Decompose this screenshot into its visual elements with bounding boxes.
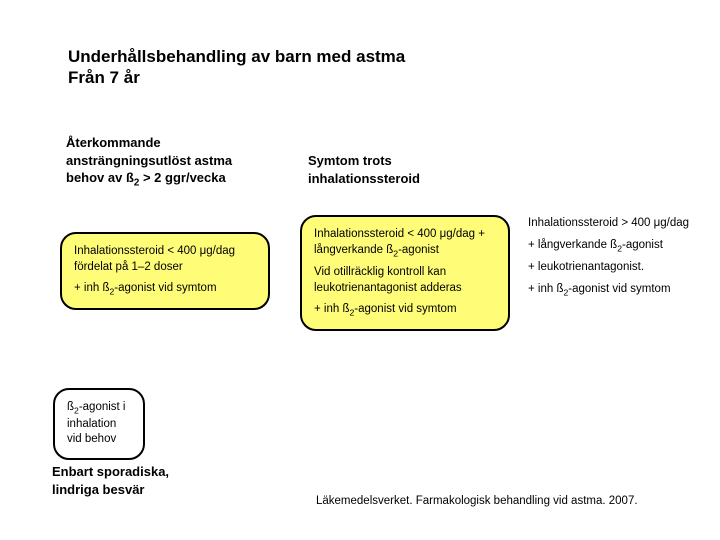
page-title: Underhållsbehandling av barn med astma F… — [68, 46, 405, 89]
box-step2-add-laba: Inhalationssteroid < 400 μg/dag + långve… — [300, 215, 510, 331]
heading-sporadic-mild: Enbart sporadiska, lindriga besvär — [52, 463, 169, 498]
box-line: Inhalationssteroid > 400 μg/dag — [528, 216, 698, 232]
box-line: + långverkande ß2-agonist — [528, 238, 698, 255]
box-step1-low-dose: Inhalationssteroid < 400 μg/dag fördelat… — [60, 232, 270, 310]
box-line: + inh ß2-agonist vid symtom — [314, 302, 496, 319]
heading-symptoms-despite-steroid: Symtom trots inhalationssteroid — [308, 152, 420, 187]
citation: Läkemedelsverket. Farmakologisk behandli… — [316, 495, 638, 507]
box-line: Vid otillräcklig kontroll kan leukotrien… — [314, 265, 496, 296]
box-line: Inhalationssteroid < 400 μg/dag + långve… — [314, 227, 496, 259]
box-reliever-only: ß2-agonist i inhalation vid behov — [53, 388, 145, 460]
free-step3-high-dose: Inhalationssteroid > 400 μg/dag + långver… — [528, 216, 698, 299]
heading-recurrent-asthma: Återkommande ansträngningsutlöst astma b… — [66, 134, 232, 190]
box-line: + leukotrienantagonist. — [528, 260, 698, 276]
box-line: + inh ß2-agonist vid symtom — [74, 281, 256, 298]
box-line: + inh ß2-agonist vid symtom — [528, 282, 698, 299]
box-line: ß2-agonist i inhalation vid behov — [67, 400, 131, 448]
box-line: Inhalationssteroid < 400 μg/dag fördelat… — [74, 244, 256, 275]
